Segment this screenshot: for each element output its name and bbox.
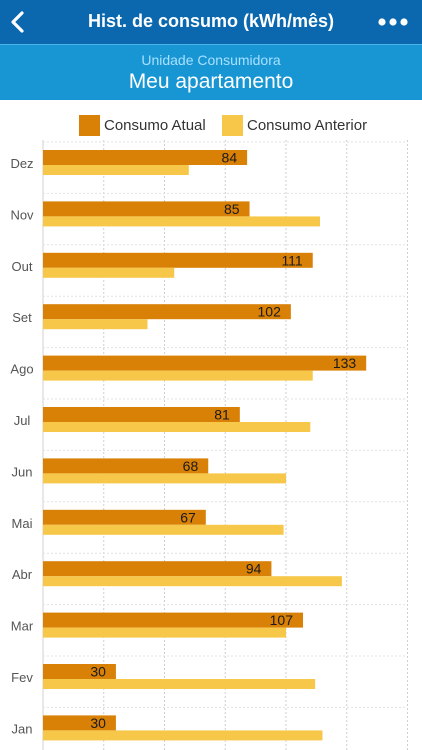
bar-previous	[43, 473, 286, 484]
chart-legend: Consumo Atual Consumo Anterior	[0, 114, 422, 136]
data-label: 111	[281, 252, 302, 268]
bar-previous	[43, 730, 323, 741]
bar-current	[43, 715, 116, 731]
bar-previous	[43, 216, 321, 227]
data-label: 67	[180, 509, 196, 525]
legend-swatch-previous	[222, 115, 243, 136]
y-tick-label: Abr	[12, 567, 33, 582]
more-dots-icon[interactable]	[378, 15, 408, 29]
y-tick-label: Jun	[12, 464, 33, 479]
bar-current	[43, 201, 250, 217]
y-tick-label: Jan	[12, 721, 33, 736]
data-label: 30	[90, 715, 106, 731]
data-label: 133	[333, 355, 357, 371]
consumer-unit-banner: Unidade Consumidora Meu apartamento	[0, 44, 422, 100]
y-tick-label: Jul	[14, 413, 31, 428]
bar-current	[43, 458, 209, 474]
bar-current	[43, 304, 291, 320]
back-chevron-icon[interactable]	[6, 6, 36, 38]
data-label: 68	[183, 458, 199, 474]
bar-previous	[43, 267, 175, 278]
bar-previous	[43, 422, 311, 432]
bar-current	[43, 252, 313, 268]
data-label: 81	[214, 407, 230, 423]
legend-swatch-current	[79, 115, 100, 136]
bar-previous	[43, 627, 286, 638]
y-tick-label: Ago	[10, 362, 33, 377]
bar-current	[43, 150, 248, 165]
bar-current	[43, 509, 206, 525]
consumption-bar-chart: Dez 84 Nov 85 Out 111 Set 102 Ago 133 Jul 81 Jun 68 Ma…	[10, 140, 408, 750]
top-bar: Hist. de consumo (kWh/mês)	[0, 0, 422, 44]
y-tick-label: Nov	[10, 207, 34, 222]
bar-current	[43, 561, 272, 577]
bar-current	[43, 664, 116, 679]
bar-previous	[43, 576, 342, 587]
y-tick-label: Mar	[11, 619, 34, 634]
bar-current	[43, 612, 304, 628]
data-label: 30	[90, 664, 106, 680]
data-label: 107	[270, 612, 294, 628]
consumer-unit-label: Unidade Consumidora	[141, 52, 281, 68]
bar-previous	[43, 370, 313, 381]
bar-previous	[43, 165, 189, 175]
legend-label-previous: Consumo Anterior	[247, 117, 368, 134]
data-label: 84	[222, 150, 238, 166]
page-title: Hist. de consumo (kWh/mês)	[87, 11, 335, 31]
bar-previous	[43, 679, 316, 689]
y-tick-label: Set	[12, 310, 32, 325]
data-label: 94	[246, 561, 262, 577]
legend-label-current: Consumo Atual	[104, 117, 206, 134]
bar-current	[43, 355, 367, 371]
consumer-unit-name: Meu apartamento	[128, 70, 294, 93]
data-label: 102	[258, 304, 282, 320]
y-tick-label: Fev	[11, 670, 33, 685]
bar-previous	[43, 524, 284, 535]
data-label: 85	[224, 201, 240, 217]
y-tick-label: Out	[12, 259, 33, 274]
y-tick-label: Dez	[10, 156, 33, 171]
y-tick-label: Mai	[12, 516, 33, 531]
bar-previous	[43, 319, 148, 330]
bar-current	[43, 407, 240, 422]
